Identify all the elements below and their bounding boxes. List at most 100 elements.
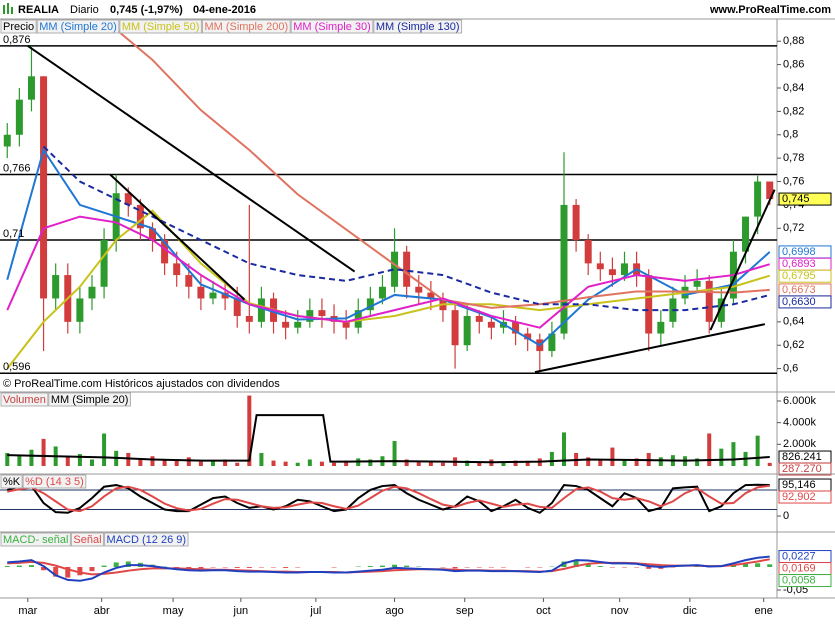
quote: 0,745 (-1,97%): [110, 4, 183, 16]
candle-body: [88, 287, 95, 299]
volume-bar: [731, 442, 735, 466]
y-tick-label: 0,78: [783, 152, 804, 164]
candle-body: [645, 275, 652, 333]
y-tick-label: 0: [783, 510, 789, 522]
value-label: 0,0058: [782, 574, 816, 586]
x-tick-label: jul: [309, 605, 321, 617]
candle-body: [282, 322, 289, 328]
volume-bar: [90, 459, 94, 465]
histogram-bar: [89, 567, 94, 571]
x-tick-label: mar: [18, 605, 37, 617]
histogram-bar: [392, 565, 397, 567]
candle-body: [318, 310, 325, 316]
candle-body: [452, 310, 459, 345]
histogram-bar: [29, 565, 34, 567]
volume-bar: [187, 457, 191, 466]
candle-body: [560, 205, 567, 334]
level-label: 0,876: [3, 34, 31, 46]
candle-body: [173, 263, 180, 275]
candle-body: [621, 263, 628, 275]
candle-body: [476, 316, 483, 322]
volume-bar: [768, 463, 772, 466]
histogram-bar: [235, 567, 240, 568]
volume-bar: [102, 433, 106, 465]
y-tick-label: 0,76: [783, 175, 804, 187]
legend-label: %K: [3, 476, 21, 488]
y-tick-label: 0,6: [783, 363, 798, 375]
value-label: 0,0227: [782, 550, 816, 562]
volume-bar: [199, 462, 203, 466]
legend-label: MM (Simple 30): [293, 21, 371, 33]
value-label: 287.270: [782, 463, 822, 475]
value-label: 0,6630: [782, 296, 816, 308]
legend-label: MACD- señal: [3, 534, 68, 546]
candle-body: [101, 240, 108, 287]
volume-bar: [296, 463, 300, 466]
volume-bar: [29, 450, 33, 466]
value-label: 0,6673: [782, 284, 816, 296]
candle-body: [246, 316, 253, 322]
date: 04-ene-2016: [193, 4, 256, 16]
candle-body: [294, 322, 301, 328]
y-tick-label: 0,8: [783, 129, 798, 141]
histogram-bar: [404, 566, 409, 567]
x-tick-label: sep: [456, 605, 474, 617]
x-tick-label: dic: [683, 605, 698, 617]
histogram-bar: [453, 567, 458, 568]
value-label: 0,6893: [782, 258, 816, 270]
candle-body: [16, 100, 23, 135]
legend-label: MM (Simple 20): [51, 394, 129, 406]
volume-bar: [610, 448, 614, 466]
x-tick-label: ene: [755, 605, 773, 617]
candle-body: [415, 287, 422, 293]
x-tick-label: nov: [611, 605, 629, 617]
volume-bar: [66, 456, 70, 466]
volume-bar: [150, 456, 154, 466]
volume-bar: [756, 436, 760, 466]
candle-body: [706, 281, 713, 322]
legend-label: Volumen: [3, 394, 46, 406]
level-label: 0,596: [3, 361, 31, 373]
y-tick-label: 2.000k: [783, 438, 817, 450]
candle-body: [585, 240, 592, 263]
candle-body: [488, 322, 495, 328]
value-label: 0,6795: [782, 270, 816, 282]
value-label: 92,902: [782, 491, 816, 503]
y-tick-label: 0,82: [783, 105, 804, 117]
histogram-bar: [247, 567, 252, 568]
value-label: 826.241: [782, 451, 822, 463]
legend-label: %D (14 3 5): [25, 476, 84, 488]
level-label: 0,766: [3, 162, 31, 174]
candle-body: [403, 252, 410, 287]
candle-body: [4, 135, 11, 147]
volume-bar: [707, 433, 711, 465]
histogram-bar: [380, 566, 385, 567]
volume-bar: [235, 463, 239, 466]
candle-body: [258, 298, 265, 321]
legend-label: MACD (12 26 9): [107, 534, 186, 546]
y-tick-label: 0,72: [783, 222, 804, 234]
histogram-bar: [598, 566, 603, 567]
candle-body: [597, 263, 604, 269]
candle-body: [573, 205, 580, 240]
volume-bar: [272, 461, 276, 466]
histogram-bar: [767, 564, 772, 567]
volume-bar: [308, 459, 312, 465]
y-tick-label: 4.000k: [783, 417, 817, 429]
value-label: 95,146: [782, 479, 816, 491]
value-label: 0,6998: [782, 246, 816, 258]
volume-bar: [126, 453, 130, 466]
volume-bar: [441, 463, 445, 466]
value-label: 0,745: [782, 193, 810, 205]
volume-bar: [17, 456, 21, 466]
site: www.ProRealTime.com: [709, 4, 831, 16]
candle-body: [52, 275, 59, 298]
volume-bar: [719, 449, 723, 466]
y-tick-label: 0,62: [783, 339, 804, 351]
candle-body: [76, 298, 83, 321]
x-tick-label: may: [163, 605, 184, 617]
histogram-bar: [102, 566, 107, 567]
volume-bar: [42, 439, 46, 466]
